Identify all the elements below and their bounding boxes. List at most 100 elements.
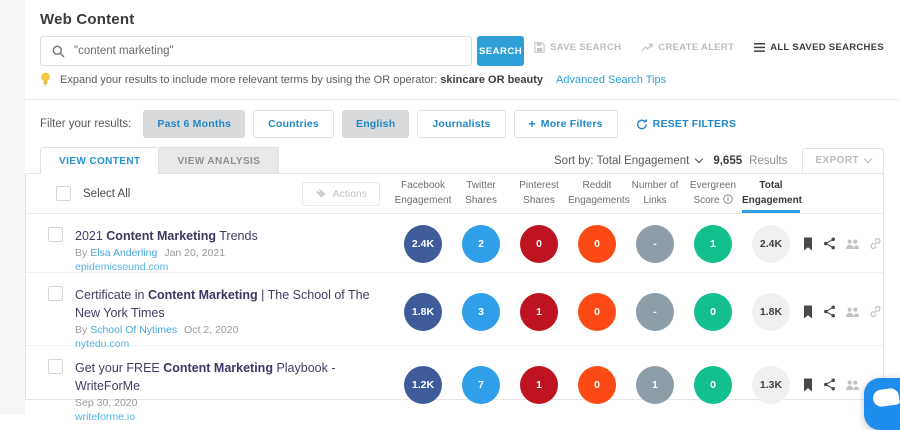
- filter-bar: Filter your results: Past 6 Months Count…: [25, 101, 900, 147]
- facebook-engagement-value: 1.8K: [404, 293, 442, 331]
- total-engagement-value: 2.4K: [752, 225, 790, 263]
- result-title-link[interactable]: Certificate in Content Marketing | The S…: [75, 286, 375, 322]
- filter-pills: Past 6 Months Countries English Journali…: [143, 110, 736, 138]
- more-filters-button[interactable]: + More Filters: [514, 110, 618, 138]
- share-icon[interactable]: [823, 305, 836, 318]
- reset-filters-button[interactable]: RESET FILTERS: [636, 118, 737, 130]
- filter-pill-journalists[interactable]: Journalists: [417, 110, 505, 138]
- advanced-search-tips-link[interactable]: Advanced Search Tips: [556, 74, 666, 86]
- pinterest-shares-value: 0: [520, 225, 558, 263]
- search-input[interactable]: "content marketing": [40, 36, 472, 66]
- column-pinterest-shares[interactable]: PinterestShares: [510, 174, 568, 213]
- people-icon[interactable]: [845, 238, 860, 250]
- filter-pill-past-6-months[interactable]: Past 6 Months: [143, 110, 245, 138]
- row-actions: [800, 273, 883, 350]
- share-icon[interactable]: [823, 378, 836, 391]
- actions-button[interactable]: Actions: [302, 182, 380, 206]
- pinterest-shares-value: 1: [520, 293, 558, 331]
- search-button[interactable]: SEARCH: [477, 36, 524, 66]
- filter-label: Filter your results:: [40, 118, 131, 130]
- result-byline: Sep 30, 2020: [75, 397, 375, 409]
- chat-widget-button[interactable]: [864, 378, 900, 430]
- chat-icon: [872, 387, 900, 407]
- page-left-margin: [0, 0, 25, 414]
- column-twitter-shares[interactable]: TwitterShares: [452, 174, 510, 213]
- sort-row: Sort by: Total Engagement 9,655 Results …: [554, 147, 884, 174]
- page-title: Web Content: [40, 11, 134, 28]
- chevron-down-icon: [864, 155, 872, 163]
- pinterest-shares-value: 1: [520, 366, 558, 404]
- save-search-button[interactable]: SAVE SEARCH: [534, 42, 621, 53]
- facebook-engagement-value: 2.4K: [404, 225, 442, 263]
- row-checkbox[interactable]: [48, 227, 63, 242]
- refresh-icon: [636, 118, 648, 130]
- plus-icon: +: [529, 111, 536, 137]
- select-all-label: Select All: [83, 188, 130, 200]
- select-all-checkbox[interactable]: [56, 186, 71, 201]
- result-title-link[interactable]: Get your FREE Content Marketing Playbook…: [75, 359, 375, 395]
- row-checkbox[interactable]: [48, 359, 63, 374]
- column-total-engagement[interactable]: TotalEngagement: [742, 174, 800, 213]
- results-table: Select All Actions FacebookEngagement Tw…: [25, 173, 884, 400]
- lightbulb-icon: [40, 72, 51, 87]
- tab-view-analysis[interactable]: VIEW ANALYSIS: [159, 147, 279, 174]
- facebook-engagement-value: 1.2K: [404, 366, 442, 404]
- reddit-engagements-value: 0: [578, 293, 616, 331]
- author-link[interactable]: Elsa Anderling: [90, 247, 157, 259]
- bookmark-icon[interactable]: [802, 237, 814, 251]
- save-icon: [534, 42, 545, 53]
- export-label: EXPORT: [815, 155, 859, 166]
- column-evergreen-score[interactable]: Evergreen Score: [684, 174, 742, 213]
- twitter-shares-value: 2: [462, 225, 500, 263]
- column-facebook-engagement[interactable]: FacebookEngagement: [394, 174, 452, 213]
- reddit-engagements-value: 0: [578, 366, 616, 404]
- tab-view-content[interactable]: VIEW CONTENT: [40, 147, 159, 174]
- create-alert-button[interactable]: CREATE ALERT: [641, 42, 734, 53]
- tip-text: Expand your results to include more rele…: [60, 74, 543, 86]
- publish-date: Sep 30, 2020: [75, 397, 137, 409]
- reddit-engagements-value: 0: [578, 225, 616, 263]
- all-saved-searches-button[interactable]: ALL SAVED SEARCHES: [754, 42, 884, 53]
- bookmark-icon[interactable]: [802, 305, 814, 319]
- active-sort-indicator: [742, 210, 800, 213]
- column-number-of-links[interactable]: Number ofLinks: [626, 174, 684, 213]
- tags-icon: [315, 188, 327, 199]
- create-alert-label: CREATE ALERT: [658, 42, 734, 53]
- evergreen-score-value: 0: [694, 366, 732, 404]
- twitter-shares-value: 7: [462, 366, 500, 404]
- table-row: 2021 Content Marketing Trends By Elsa An…: [26, 214, 883, 273]
- evergreen-score-value: 1: [694, 225, 732, 263]
- result-byline: By School Of NytimesOct 2, 2020: [75, 324, 375, 336]
- total-engagement-value: 1.8K: [752, 293, 790, 331]
- menu-list-icon: [754, 43, 765, 52]
- search-tip: Expand your results to include more rele…: [40, 72, 666, 87]
- all-saved-searches-label: ALL SAVED SEARCHES: [770, 42, 884, 53]
- actions-label: Actions: [333, 188, 367, 200]
- share-icon[interactable]: [823, 237, 836, 250]
- link-icon[interactable]: [869, 237, 882, 250]
- info-icon[interactable]: [723, 194, 733, 204]
- author-link[interactable]: School Of Nytimes: [90, 324, 177, 336]
- total-engagement-value: 1.3K: [752, 366, 790, 404]
- domain-link[interactable]: epidemicsound.com: [75, 261, 375, 273]
- export-button[interactable]: EXPORT: [802, 148, 884, 174]
- result-title-link[interactable]: 2021 Content Marketing Trends: [75, 227, 375, 245]
- chevron-down-icon[interactable]: [695, 155, 703, 163]
- results-count: 9,655: [713, 155, 742, 167]
- sort-by-dropdown[interactable]: Sort by: Total Engagement: [554, 155, 689, 167]
- column-reddit-engagements[interactable]: RedditEngagements: [568, 174, 626, 213]
- top-bar: Web Content "content marketing" SEARCH S…: [25, 0, 900, 100]
- trending-arrow-icon: [641, 42, 653, 53]
- filter-pill-english[interactable]: English: [342, 110, 409, 138]
- view-tabs: VIEW CONTENT VIEW ANALYSIS: [40, 147, 279, 174]
- people-icon[interactable]: [845, 379, 860, 391]
- bookmark-icon[interactable]: [802, 378, 814, 392]
- evergreen-score-value: 0: [694, 293, 732, 331]
- filter-pill-countries[interactable]: Countries: [253, 110, 334, 138]
- domain-link[interactable]: writeforme.io: [75, 411, 375, 423]
- number-of-links-value: -: [636, 293, 674, 331]
- people-icon[interactable]: [845, 306, 860, 318]
- number-of-links-value: 1: [636, 366, 674, 404]
- link-icon[interactable]: [869, 305, 882, 318]
- row-checkbox[interactable]: [48, 286, 63, 301]
